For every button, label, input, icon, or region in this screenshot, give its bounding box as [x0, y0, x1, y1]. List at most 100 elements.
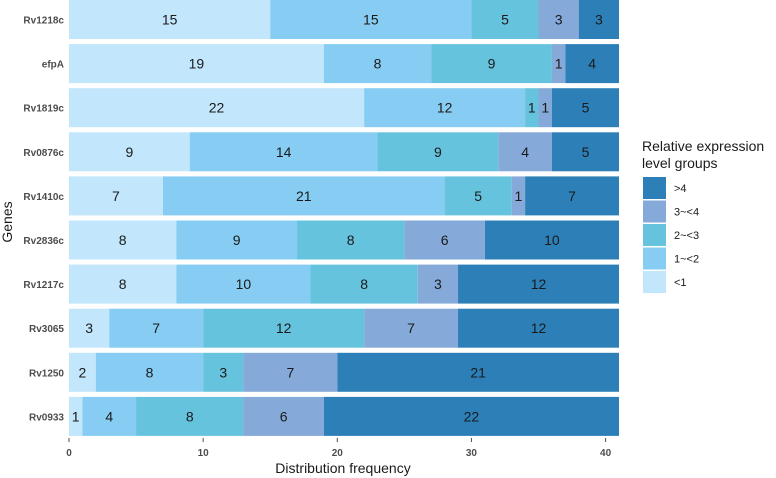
x-tick-label: 40	[600, 448, 612, 459]
bar-segment	[69, 132, 190, 172]
data-label: 9	[125, 144, 133, 160]
data-label: 12	[276, 320, 292, 336]
data-label: 3	[85, 320, 93, 336]
bar-segment	[69, 352, 96, 392]
data-label: 2	[79, 364, 87, 380]
x-axis-title: Distribution frequency	[275, 460, 410, 476]
bar-segment	[471, 0, 539, 39]
bar-segment	[458, 308, 619, 348]
legend-label: >4	[674, 183, 687, 195]
gene-labels-group: Rv1218c efpA Rv1819c Rv0876c Rv1410c Rv2836c R…	[23, 16, 64, 424]
y-tick-label: Rv1410c	[23, 192, 64, 203]
y-tick-label: efpA	[42, 60, 64, 71]
bar-segment	[525, 88, 539, 128]
bar-segment	[69, 88, 365, 128]
legend-swatch	[643, 200, 666, 223]
bar-segment	[551, 88, 619, 128]
bar-segment	[484, 220, 619, 260]
data-label: 9	[434, 144, 442, 160]
bar-segment	[538, 0, 579, 39]
bar-segment	[203, 308, 365, 348]
bar-segment	[69, 0, 271, 39]
bar-segment	[109, 308, 204, 348]
bar-segment	[69, 176, 163, 216]
data-label: 5	[474, 188, 482, 204]
bar-segment	[297, 220, 405, 260]
data-label: 1	[555, 56, 563, 72]
bar-segment	[323, 396, 619, 436]
data-label: 7	[152, 320, 160, 336]
x-tick-label: 0	[66, 448, 72, 459]
bar-segment	[162, 176, 445, 216]
x-tick-label: 10	[198, 448, 210, 459]
legend-label: <1	[674, 277, 687, 289]
bar-segment	[176, 264, 311, 304]
data-label: 22	[209, 100, 225, 116]
bar-segment	[511, 176, 526, 216]
bar-segment	[538, 88, 552, 128]
legend-swatch	[643, 177, 666, 199]
data-label: 8	[119, 276, 127, 292]
data-label: 5	[582, 100, 590, 116]
data-label: 1	[528, 100, 536, 116]
data-label: 8	[360, 276, 368, 292]
y-tick-label: Rv1250	[29, 368, 64, 379]
data-label: 12	[531, 320, 547, 336]
data-label: 5	[501, 12, 509, 28]
data-label: 3	[434, 276, 442, 292]
data-label: 22	[464, 408, 480, 424]
data-label: 12	[437, 100, 453, 116]
data-label: 12	[531, 276, 547, 292]
data-label: 14	[276, 144, 292, 160]
data-label: 8	[347, 232, 355, 248]
bar-segment	[69, 396, 83, 436]
data-label: 21	[296, 188, 312, 204]
y-tick-label: Rv1217c	[23, 280, 64, 291]
x-axis: 0 10 20 30 40	[66, 438, 612, 459]
data-label: 4	[105, 408, 113, 424]
legend-swatch	[643, 247, 666, 270]
data-label: 5	[582, 144, 590, 160]
data-label: 7	[568, 188, 576, 204]
bar-segment	[337, 352, 619, 392]
bar-segment	[404, 220, 485, 260]
bar-segment	[551, 44, 566, 84]
legend-label: 2~<3	[674, 230, 699, 242]
bars-group: 15 15 5 3 319 8 9 1 422 12 1 1 59 14 9 4 57 21 5 1 78 9 8 6 108 1…	[69, 0, 619, 436]
data-label: 19	[189, 56, 205, 72]
bar-segment	[176, 220, 298, 260]
bar-segment	[323, 44, 432, 84]
bar-segment	[578, 0, 619, 39]
data-label: 1	[541, 100, 549, 116]
legend-title: level groups	[642, 155, 718, 171]
bar-segment	[417, 264, 459, 304]
data-label: 3	[219, 364, 227, 380]
y-tick-label: Rv2836c	[23, 236, 64, 247]
bar-segment	[189, 132, 378, 172]
bar-segment	[444, 176, 512, 216]
data-label: 3	[555, 12, 563, 28]
bar-segment	[310, 264, 418, 304]
data-label: 8	[186, 408, 194, 424]
y-tick-label: Rv1819c	[23, 104, 64, 115]
data-label: 21	[470, 364, 486, 380]
data-label: 9	[233, 232, 241, 248]
bar-segment	[69, 264, 177, 304]
bar-segment	[69, 220, 177, 260]
y-tick-label: Rv0933	[29, 412, 64, 423]
bar-segment	[525, 176, 619, 216]
y-tick-label: Rv3065	[29, 324, 64, 335]
data-label: 7	[286, 364, 294, 380]
y-tick-label: Rv1218c	[23, 16, 64, 27]
legend-label: 3~<4	[674, 207, 699, 219]
bar-segment	[377, 132, 499, 172]
data-label: 10	[236, 276, 252, 292]
bar-segment	[364, 88, 526, 128]
data-label: 7	[407, 320, 415, 336]
legend-swatch	[643, 271, 666, 293]
legend-label: 1~<2	[674, 254, 699, 266]
bar-segment	[551, 132, 619, 172]
data-label: 15	[363, 12, 379, 28]
y-tick-label: Rv0876c	[23, 148, 64, 159]
x-tick-label: 30	[466, 448, 478, 459]
